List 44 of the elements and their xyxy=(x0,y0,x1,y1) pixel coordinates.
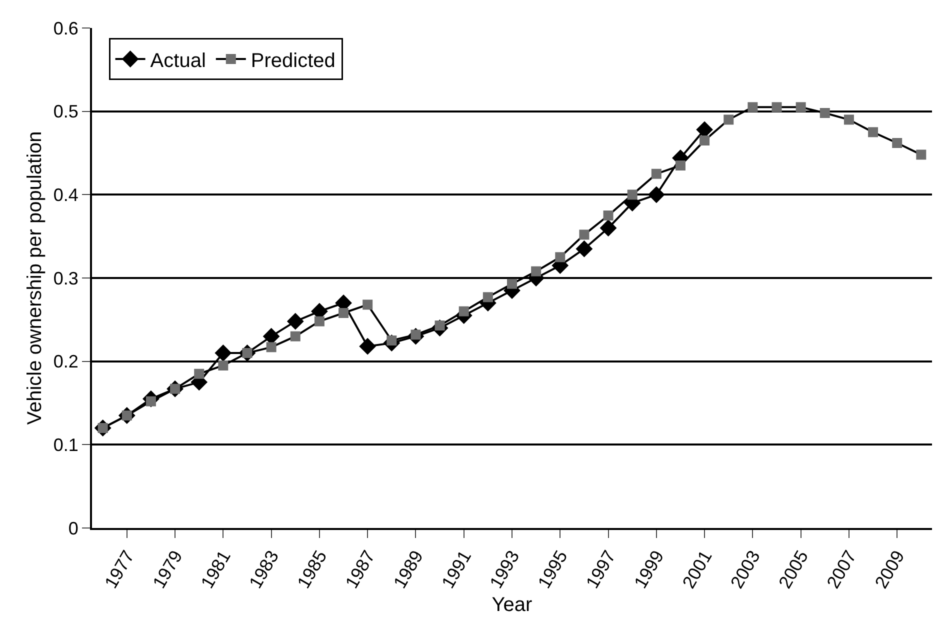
point xyxy=(648,186,665,204)
point xyxy=(194,368,204,379)
y-tick-label: 0.5 xyxy=(53,102,78,122)
point xyxy=(772,102,782,112)
point xyxy=(868,127,878,138)
y-tick-label: 0.2 xyxy=(53,352,78,372)
point xyxy=(675,160,686,170)
point xyxy=(290,331,300,342)
point xyxy=(266,342,276,352)
point xyxy=(579,230,590,240)
y-axis-title: Vehicle ownership per population xyxy=(24,131,46,425)
point xyxy=(338,308,349,318)
point xyxy=(844,114,854,125)
point xyxy=(627,190,638,200)
legend-label: Actual xyxy=(150,50,206,72)
x-axis-title: Year xyxy=(492,594,533,616)
point xyxy=(651,168,662,179)
point xyxy=(796,102,806,112)
point xyxy=(314,316,324,326)
y-tick-label: 0.4 xyxy=(53,184,78,205)
point xyxy=(362,300,373,310)
y-tick-label: 0.3 xyxy=(53,268,78,288)
point xyxy=(359,338,376,355)
y-tick-label: 0.1 xyxy=(53,434,78,455)
point xyxy=(286,312,304,330)
point xyxy=(916,150,926,160)
point xyxy=(700,136,710,146)
point xyxy=(576,240,593,258)
point xyxy=(748,102,758,112)
point xyxy=(555,252,566,262)
point xyxy=(531,266,542,276)
point xyxy=(603,210,614,220)
point xyxy=(458,306,469,316)
legend-label: Predicted xyxy=(250,50,336,72)
point xyxy=(724,114,734,125)
point xyxy=(600,220,617,236)
point xyxy=(507,278,517,289)
point xyxy=(482,292,493,302)
point xyxy=(892,138,902,148)
y-tick-label: 0.6 xyxy=(53,18,78,38)
point xyxy=(820,108,830,118)
point xyxy=(218,360,228,370)
point xyxy=(214,344,232,362)
y-tick-label: 0 xyxy=(68,518,78,538)
